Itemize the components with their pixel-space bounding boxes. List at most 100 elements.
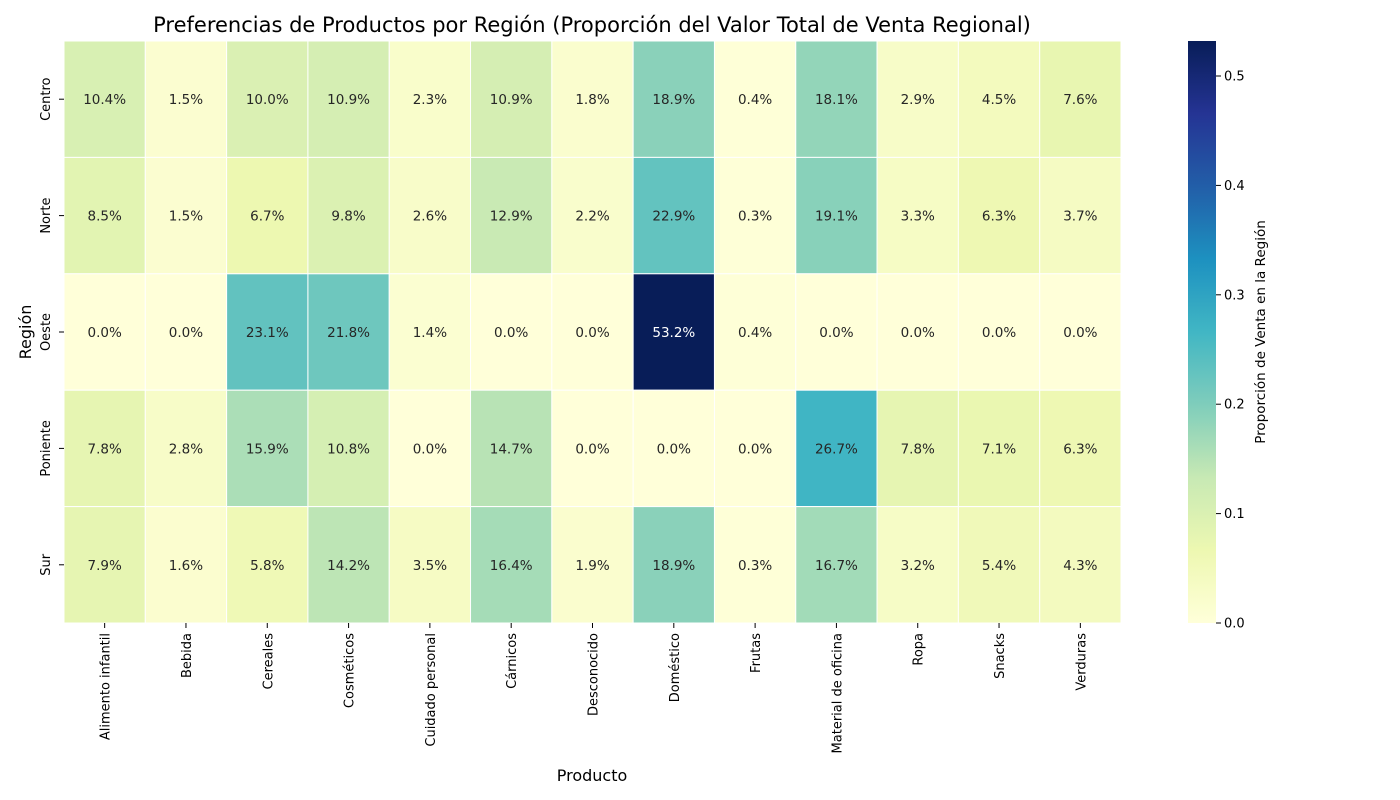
- cell-value-label: 10.0%: [246, 92, 289, 108]
- cell-value-label: 2.3%: [413, 92, 447, 108]
- heatmap-cell: [63, 389, 146, 508]
- heatmap-cell: [307, 389, 390, 508]
- cell-value-label: 0.0%: [413, 441, 447, 457]
- heatmap-cell: [632, 389, 715, 508]
- x-tick-label: Material de oficina: [830, 633, 845, 753]
- cell-value-label: 26.7%: [815, 441, 858, 457]
- heatmap-cell: [470, 156, 553, 275]
- colorbar: [1188, 41, 1216, 623]
- cell-value-label: 1.9%: [575, 558, 609, 574]
- cell-value-label: 22.9%: [652, 209, 695, 225]
- cell-value-label: 21.8%: [327, 325, 370, 341]
- x-tick-label: Bebida: [180, 633, 195, 678]
- heatmap-cell: [388, 156, 472, 275]
- heatmap-cell: [470, 389, 553, 508]
- heatmap-cell: [957, 273, 1041, 391]
- heatmap-cell: [795, 389, 878, 508]
- x-axis-title: Producto: [557, 766, 628, 785]
- chart-title: Preferencias de Productos por Región (Pr…: [153, 13, 1031, 37]
- cell-value-label: 7.8%: [901, 441, 935, 457]
- cell-value-label: 1.5%: [169, 92, 203, 108]
- cell-value-label: 6.7%: [250, 209, 284, 225]
- x-tick-label: Desconocido: [587, 633, 602, 716]
- cell-value-label: 3.5%: [413, 558, 447, 574]
- cell-value-label: 0.0%: [1063, 325, 1097, 341]
- x-tick-label: Verduras: [1074, 633, 1089, 691]
- cell-value-label: 0.4%: [738, 92, 772, 108]
- heatmap-cell: [226, 389, 309, 508]
- heatmap-cell: [713, 389, 797, 508]
- cell-value-label: 18.9%: [652, 558, 695, 574]
- heatmap-cell: [795, 40, 878, 158]
- cell-value-label: 1.6%: [169, 558, 203, 574]
- x-tick-label: Snacks: [993, 633, 1008, 679]
- heatmap-cell: [551, 156, 634, 275]
- cell-value-label: 10.9%: [490, 92, 533, 108]
- heatmap-cell: [226, 506, 309, 624]
- x-tick-label: Ropa: [912, 633, 927, 666]
- cell-value-label: 9.8%: [331, 209, 365, 225]
- cell-value-label: 0.3%: [738, 209, 772, 225]
- colorbar-tick-label: 0.4: [1224, 179, 1245, 194]
- heatmap-cell: [957, 156, 1041, 275]
- x-tick-label: Cereales: [261, 633, 276, 690]
- heatmap-cell: [632, 40, 715, 158]
- heatmap-cell: [1039, 506, 1122, 624]
- cell-value-label: 0.0%: [657, 441, 691, 457]
- cell-value-label: 3.2%: [901, 558, 935, 574]
- heatmap-cell: [551, 506, 634, 624]
- cell-value-label: 1.8%: [575, 92, 609, 108]
- heatmap-cells: [63, 40, 1122, 624]
- cell-value-label: 19.1%: [815, 209, 858, 225]
- cell-value-label: 8.5%: [87, 209, 121, 225]
- heatmap-cell: [388, 40, 472, 158]
- cell-value-label: 7.8%: [87, 441, 121, 457]
- cell-value-label: 0.0%: [738, 441, 772, 457]
- cell-value-label: 2.8%: [169, 441, 203, 457]
- heatmap-cell: [551, 389, 634, 508]
- heatmap-cell: [1039, 389, 1122, 508]
- cell-value-label: 18.9%: [652, 92, 695, 108]
- cell-value-label: 53.2%: [652, 325, 695, 341]
- cell-value-label: 23.1%: [246, 325, 289, 341]
- heatmap-cell: [713, 156, 797, 275]
- cell-value-label: 0.0%: [819, 325, 853, 341]
- heatmap-cell: [307, 40, 390, 158]
- cell-value-label: 2.6%: [413, 209, 447, 225]
- x-tick-label: Cárnicos: [505, 633, 520, 689]
- cell-value-label: 10.9%: [327, 92, 370, 108]
- heatmap-cell: [144, 273, 228, 391]
- heatmap-cell: [1039, 273, 1122, 391]
- cell-value-label: 10.8%: [327, 441, 370, 457]
- cell-value-label: 16.4%: [490, 558, 533, 574]
- cell-value-label: 0.0%: [982, 325, 1016, 341]
- cell-value-label: 14.7%: [490, 441, 533, 457]
- heatmap-cell: [957, 506, 1041, 624]
- heatmap-cell: [144, 156, 228, 275]
- cell-value-label: 0.0%: [87, 325, 121, 341]
- heatmap-cell: [1039, 40, 1122, 158]
- heatmap-cell: [144, 506, 228, 624]
- heatmap-cell: [876, 389, 959, 508]
- heatmap-cell: [307, 156, 390, 275]
- cell-value-label: 0.0%: [169, 325, 203, 341]
- cell-value-label: 0.0%: [901, 325, 935, 341]
- y-axis-title: Región: [16, 305, 35, 360]
- heatmap-cell: [470, 40, 553, 158]
- heatmap-cell: [957, 389, 1041, 508]
- heatmap-cell: [713, 506, 797, 624]
- x-tick-label: Doméstico: [668, 633, 683, 702]
- colorbar-tick-label: 0.2: [1224, 398, 1245, 413]
- heatmap-cell: [63, 156, 146, 275]
- cell-value-label: 2.2%: [575, 209, 609, 225]
- heatmap-cell: [632, 156, 715, 275]
- colorbar-tick-label: 0.1: [1224, 507, 1245, 522]
- heatmap-cell: [307, 506, 390, 624]
- cell-value-label: 1.4%: [413, 325, 447, 341]
- heatmap-cell: [63, 273, 146, 391]
- heatmap-cell-labels: 10.4% 1.5% 10.0% 10.9% 2.3% 10.9% 1.8% 18.9% 0.4…: [83, 92, 1097, 574]
- heatmap-cell: [226, 40, 309, 158]
- colorbar-label: Proporción de Venta en la Región: [1253, 220, 1269, 444]
- cell-value-label: 0.0%: [575, 441, 609, 457]
- heatmap-cell: [63, 40, 146, 158]
